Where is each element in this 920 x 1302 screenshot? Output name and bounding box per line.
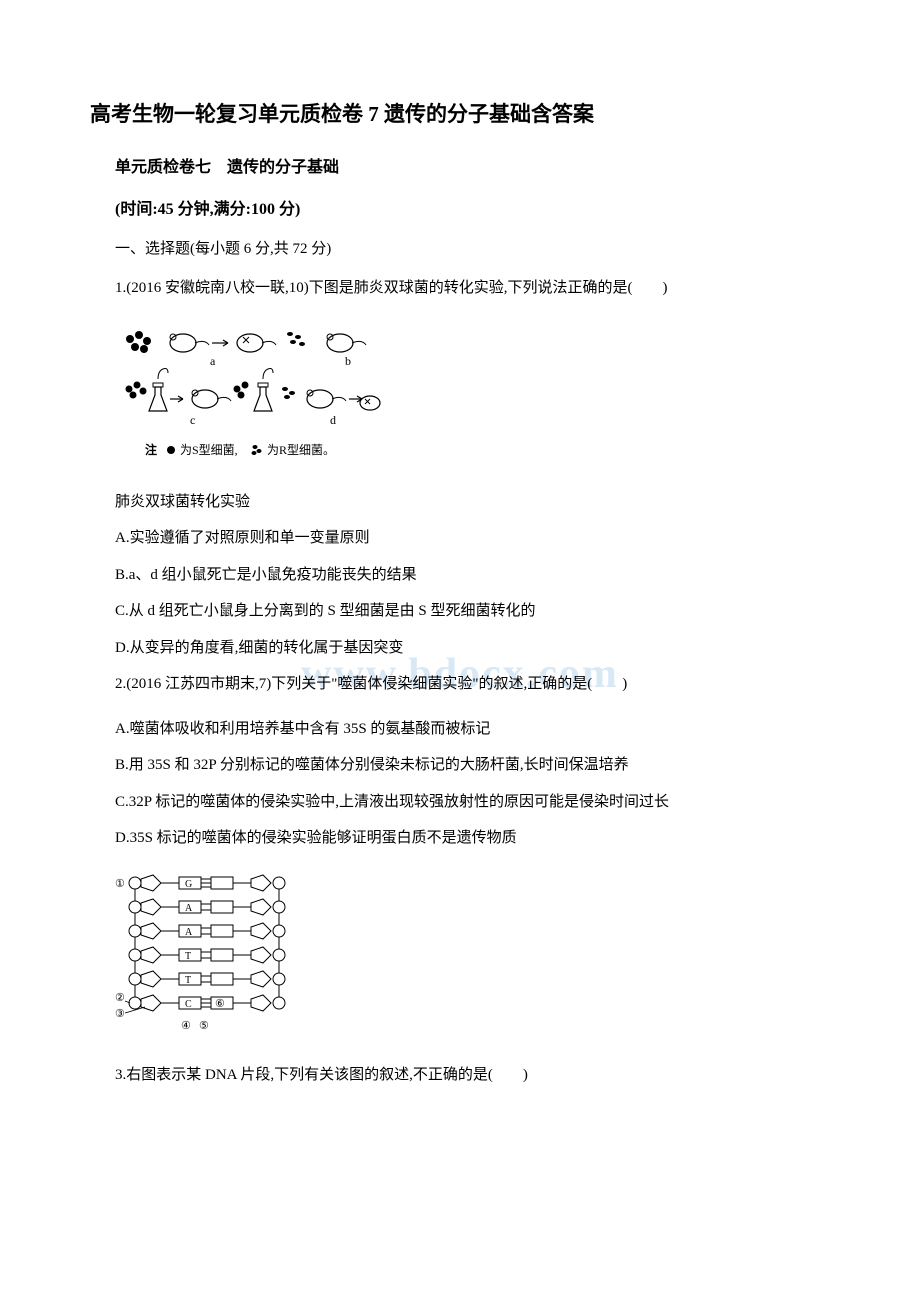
figure-2: G ① A A xyxy=(115,867,850,1047)
question-1-text: 1.(2016 安徽皖南八校一联,10)下图是肺炎双球菌的转化实验,下列说法正确… xyxy=(70,274,850,303)
subtitle: 单元质检卷七 遗传的分子基础 xyxy=(70,153,850,177)
q2-option-c: C.32P 标记的噬菌体的侵染实验中,上清液出现较强放射性的原因可能是侵染时间过… xyxy=(70,788,850,817)
svg-text:c: c xyxy=(190,413,195,427)
question-3-text: 3.右图表示某 DNA 片段,下列有关该图的叙述,不正确的是( ) xyxy=(70,1061,850,1090)
svg-text:②: ② xyxy=(115,992,125,1004)
time-info: (时间:45 分钟,满分:100 分) xyxy=(70,195,850,219)
q1-option-c: C.从 d 组死亡小鼠身上分离到的 S 型细菌是由 S 型死细菌转化的 xyxy=(70,597,850,626)
document-content: 高考生物一轮复习单元质检卷 7 遗传的分子基础含答案 单元质检卷七 遗传的分子基… xyxy=(70,100,850,1089)
q2-option-d: D.35S 标记的噬菌体的侵染实验能够证明蛋白质不是遗传物质 xyxy=(70,824,850,853)
q2-option-a: A.噬菌体吸收和利用培养基中含有 35S 的氨基酸而被标记 xyxy=(70,715,850,744)
svg-text:为S型细菌,: 为S型细菌, xyxy=(180,443,238,457)
q1-option-b: B.a、d 组小鼠死亡是小鼠免疫功能丧失的结果 xyxy=(70,561,850,590)
svg-text:①: ① xyxy=(115,878,125,890)
svg-text:a: a xyxy=(210,354,216,368)
svg-text:⑤: ⑤ xyxy=(199,1020,209,1032)
svg-text:b: b xyxy=(345,354,351,368)
svg-text:G: G xyxy=(185,879,192,890)
figure-1-caption: 肺炎双球菌转化实验 xyxy=(70,488,850,517)
svg-text:注: 注 xyxy=(145,442,157,457)
question-2-text: 2.(2016 江苏四市期末,7)下列关于"噬菌体侵染细菌实验"的叙述,正确的是… xyxy=(70,670,850,699)
svg-text:A: A xyxy=(185,927,193,938)
main-title: 高考生物一轮复习单元质检卷 7 遗传的分子基础含答案 xyxy=(70,100,850,129)
svg-text:为R型细菌。: 为R型细菌。 xyxy=(267,443,335,457)
section-header: 一、选择题(每小题 6 分,共 72 分) xyxy=(70,237,850,258)
svg-text:⑥: ⑥ xyxy=(215,998,225,1010)
q2-option-b: B.用 35S 和 32P 分别标记的噬菌体分别侵染未标记的大肠杆菌,长时间保温… xyxy=(70,751,850,780)
svg-text:A: A xyxy=(185,903,193,914)
figure-1: a b xyxy=(115,319,850,474)
svg-text:C: C xyxy=(185,999,192,1010)
svg-text:d: d xyxy=(330,413,336,427)
svg-text:③: ③ xyxy=(115,1008,125,1020)
q1-option-d: D.从变异的角度看,细菌的转化属于基因突变 xyxy=(70,634,850,663)
q1-option-a: A.实验遵循了对照原则和单一变量原则 xyxy=(70,524,850,553)
svg-text:④: ④ xyxy=(181,1020,191,1032)
svg-text:T: T xyxy=(185,975,191,986)
svg-text:T: T xyxy=(185,951,191,962)
